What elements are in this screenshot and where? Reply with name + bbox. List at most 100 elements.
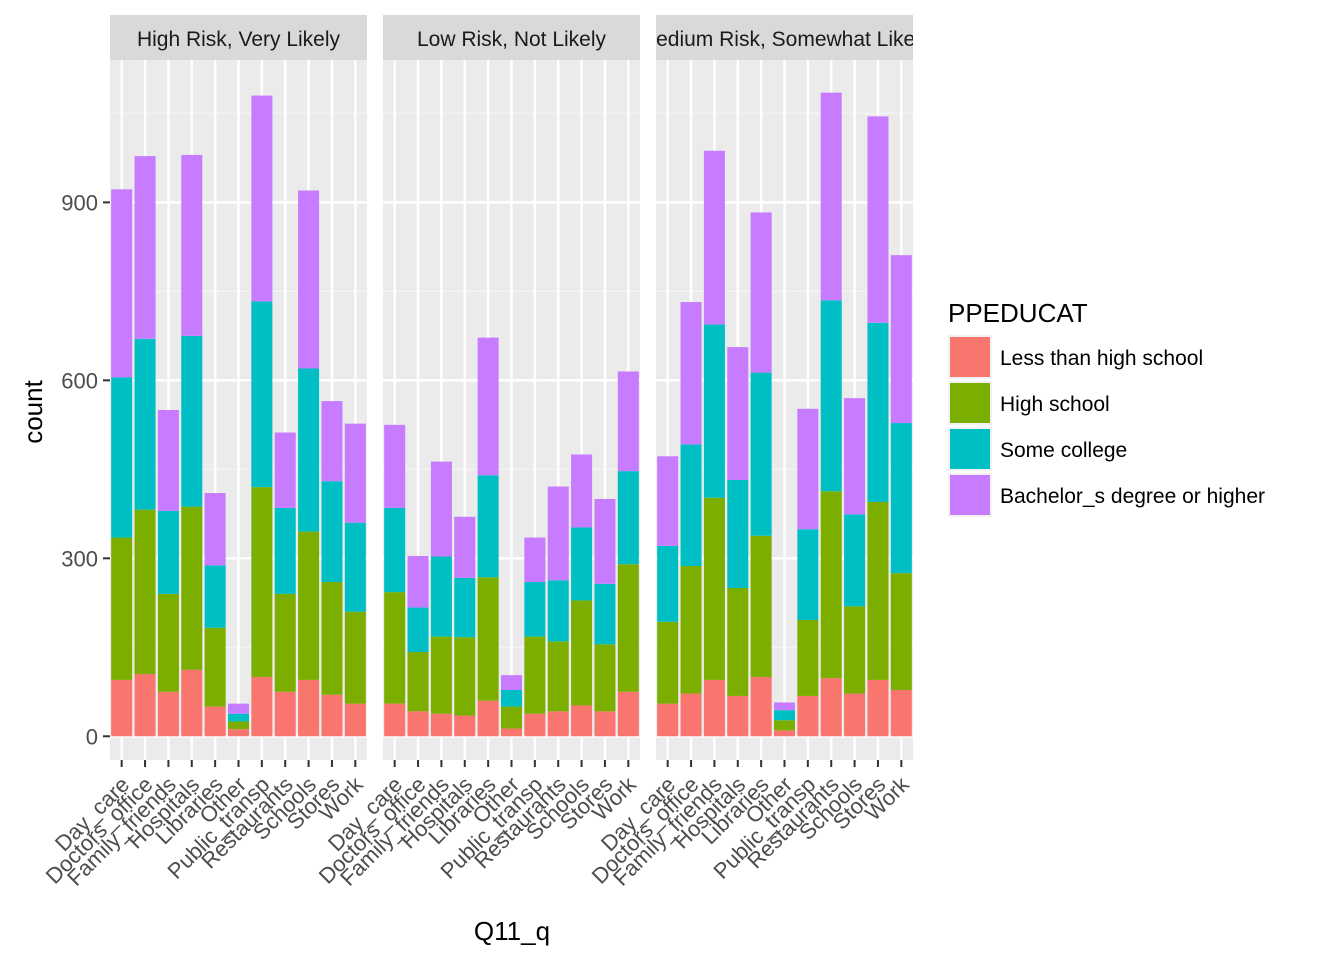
facet-strip-label: Medium Risk, Somewhat Likely (639, 28, 931, 51)
bar-segment (657, 621, 679, 704)
bar-segment (298, 531, 320, 680)
bar-segment (298, 368, 320, 532)
bar-segment (344, 522, 366, 612)
bar-segment (157, 593, 179, 692)
bar-segment (703, 679, 725, 737)
bar-segment (344, 703, 366, 737)
legend-item-label: Less than high school (1000, 347, 1203, 370)
facet-strip-label: Low Risk, Not Likely (417, 28, 607, 51)
bar-segment (547, 641, 569, 712)
bar-segment (617, 471, 639, 565)
y-tick-label: 300 (61, 546, 98, 571)
y-axis-title: count (18, 379, 48, 443)
bar-segment (524, 537, 546, 583)
bar-segment (251, 95, 273, 302)
bar-segment (384, 592, 406, 704)
bar-segment (844, 514, 866, 607)
bar-segment (571, 705, 593, 737)
bar-segment (890, 690, 912, 737)
bar-segment (820, 678, 842, 737)
bar-segment (594, 711, 616, 737)
bar-segment (430, 556, 452, 637)
bar-segment (384, 507, 406, 593)
bar-segment (820, 491, 842, 679)
bar-segment (454, 577, 476, 638)
bar-segment (430, 636, 452, 714)
y-tick-label: 0 (86, 724, 98, 749)
bar-segment (181, 335, 203, 507)
legend-item-label: Some college (1000, 439, 1127, 462)
y-tick-label: 900 (61, 190, 98, 215)
bar-segment (594, 498, 616, 584)
bar-segment (727, 695, 749, 737)
legend-item-label: Bachelor_s degree or higher (1000, 485, 1265, 508)
bar-segment (274, 507, 296, 594)
y-tick-label: 600 (61, 368, 98, 393)
bar-segment (500, 706, 523, 729)
x-axis: Day_careDoctors_officeFamily_friendsHosp… (41, 760, 915, 891)
bar-segment (727, 587, 749, 696)
bar-segment (477, 337, 499, 476)
bar-segment (344, 611, 366, 704)
bar-segment (617, 371, 639, 472)
bar-segment (547, 711, 569, 737)
facet-panel: Low Risk, Not Likely (383, 15, 640, 760)
bar-segment (157, 510, 179, 594)
bar-segment (477, 577, 499, 701)
bar-segment (298, 190, 320, 369)
bar-segment (500, 728, 523, 737)
facet-strip (656, 15, 913, 60)
bar-segment (890, 423, 912, 574)
bar-segment (321, 582, 343, 695)
bar-segment (524, 582, 546, 637)
bar-segment (657, 545, 679, 622)
bar-segment (321, 481, 343, 583)
bar-segment (500, 675, 523, 690)
bar-segment (298, 679, 320, 737)
bar-segment (430, 713, 452, 737)
legend-title: PPEDUCAT (948, 298, 1088, 328)
x-axis-title: Q11_q (474, 916, 550, 946)
bar-segment (571, 527, 593, 601)
bar-segment (134, 156, 156, 339)
bar-segment (844, 693, 866, 737)
bar-segment (571, 454, 593, 528)
legend-swatch (950, 383, 990, 423)
bar-segment (407, 652, 429, 712)
bar-segment (820, 92, 842, 301)
bar-segment (204, 706, 226, 737)
legend: PPEDUCAT Less than high school High schoo… (948, 298, 1265, 517)
facet-panel: High Risk, Very Likely (110, 15, 367, 760)
facet-panel: Medium Risk, Somewhat Likely (639, 15, 931, 760)
bar-segment (703, 497, 725, 680)
bar-segment (727, 347, 749, 480)
bar-segment (657, 456, 679, 546)
bar-segment (251, 676, 273, 737)
bar-segment (571, 600, 593, 706)
bar-segment (594, 583, 616, 645)
bar-segment (867, 116, 889, 323)
bar-segment (384, 703, 406, 737)
bar-segment (680, 302, 702, 445)
bar-segment (703, 150, 725, 325)
bar-segment (181, 154, 203, 336)
bar-segment (617, 691, 639, 737)
bar-segment (204, 565, 226, 628)
bar-segment (477, 700, 499, 737)
bar-segment (384, 424, 406, 508)
bar-segment (617, 564, 639, 692)
bar-segment (773, 730, 796, 737)
bar-segment (157, 410, 179, 511)
facet-strip (383, 15, 640, 60)
bar-segment (867, 679, 889, 737)
bar-segment (750, 212, 772, 373)
legend-item-label: High school (1000, 393, 1110, 416)
bar-segment (111, 377, 133, 538)
bar-segment (797, 529, 819, 620)
bar-segment (547, 580, 569, 642)
bar-segment (727, 480, 749, 588)
legend-swatch (950, 475, 990, 515)
bar-segment (547, 486, 569, 581)
bar-segment (227, 721, 250, 730)
bar-segment (454, 516, 476, 578)
